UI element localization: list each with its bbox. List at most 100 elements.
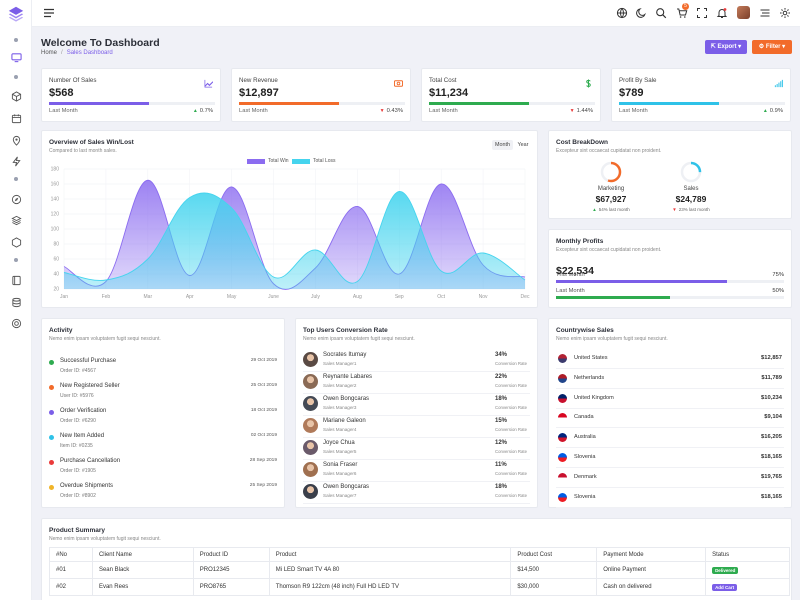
country-row[interactable]: United Kingdom $10,234	[556, 389, 784, 409]
filter-button[interactable]: ⚙ Filter ▾	[752, 40, 792, 54]
column-header[interactable]: #No	[49, 547, 93, 562]
user-row[interactable]: Reynante Labares Sales Manager2 22% Convers…	[303, 372, 530, 394]
user-role: Sales Manager5	[323, 449, 357, 454]
activity-dot	[49, 385, 54, 390]
profit-progress-fill	[556, 280, 727, 283]
cube-icon	[11, 90, 21, 102]
bell-icon[interactable]	[716, 7, 728, 19]
activity-item[interactable]: Overdue Shipments Order ID: #8902 25 Sep 2…	[49, 483, 277, 505]
fullscreen-icon[interactable]	[696, 7, 708, 19]
cost-change-value: 23% last month	[678, 207, 710, 212]
table-cell-no: #01	[49, 561, 93, 579]
breadcrumb: Home / Sales Dashboard	[41, 50, 113, 56]
country-row[interactable]: Netherlands $11,789	[556, 369, 784, 389]
avatar[interactable]	[737, 6, 750, 19]
column-header[interactable]: Client Name	[91, 547, 194, 562]
user-conversion-label: Conversion Rate	[495, 427, 528, 432]
legend-swatch	[292, 158, 310, 164]
globe-icon[interactable]	[616, 7, 628, 19]
column-header[interactable]: Payment Mode	[596, 547, 707, 562]
logo-icon[interactable]	[7, 5, 25, 23]
sidebar-item-calendar[interactable]	[10, 112, 22, 124]
country-row[interactable]: Denmark $19,765	[556, 468, 784, 488]
user-row[interactable]: Socrates Itumay Sales Manager1 34% Conversi…	[303, 350, 530, 372]
stat-change: ▲ 0.9%	[763, 108, 783, 114]
breadcrumb-home[interactable]: Home	[41, 50, 58, 56]
stat-change-value: 0.43%	[386, 108, 403, 114]
country-name: Slovenia	[574, 454, 596, 460]
status-badge: Add Cart	[712, 583, 738, 591]
x-tick-label: July	[311, 294, 320, 300]
table-cell-pid: PRO8765	[192, 578, 270, 596]
country-row[interactable]: Canada $9,104	[556, 408, 784, 429]
menu-icon[interactable]	[759, 7, 771, 19]
sidebar-item-box[interactable]	[10, 236, 22, 248]
sales-overview-card: Overview of Sales Win/Lost Compared to l…	[41, 130, 538, 308]
series-area-loss	[64, 191, 525, 289]
activity-item[interactable]: Successful Purchase Order ID: #4567 29 Oct…	[49, 358, 277, 380]
activity-item[interactable]: Purchase Cancellation Order ID: #1905 28 S…	[49, 458, 277, 480]
user-conversion-pct: 34%	[495, 352, 508, 358]
moon-icon[interactable]	[635, 7, 647, 19]
sidebar-item-layers[interactable]	[10, 214, 22, 226]
user-row[interactable]: Mariane Galeon Sales Manager4 15% Conversio…	[303, 416, 530, 438]
stat-progress-track	[239, 102, 405, 105]
country-sales: $11,789	[761, 374, 782, 381]
activity-item[interactable]: New Item Added Item ID: #0235 02 Oct 2019	[49, 433, 277, 455]
sidebar-item-book[interactable]	[10, 274, 22, 286]
column-header[interactable]: Product Cost	[510, 547, 598, 562]
activity-id: Item ID: #0235	[60, 443, 93, 449]
user-conversion-pct: 12%	[495, 440, 508, 446]
hamburger-menu-icon[interactable]	[44, 8, 54, 18]
gear-icon[interactable]	[779, 7, 791, 19]
sidebar-item-maps[interactable]	[10, 134, 22, 146]
activity-date: 29 Oct 2019	[250, 358, 277, 363]
country-row[interactable]: Australia $16,205	[556, 428, 784, 449]
toggle-year[interactable]: Year	[517, 142, 529, 148]
cost-breakdown-subtitle: Excepteur sint occaecat cupidatat non pr…	[556, 148, 662, 154]
legend-item-win[interactable]: Total Win	[247, 158, 289, 164]
sidebar-item-support[interactable]	[10, 317, 22, 329]
activity-item[interactable]: New Registered Seller User ID: #5976 25 Oc…	[49, 383, 277, 405]
series-line-loss	[63, 191, 526, 284]
table-cell-status: Add Cart	[705, 578, 790, 596]
cart-icon[interactable]	[676, 7, 688, 19]
export-button[interactable]: ⇱ Export ▾	[705, 40, 747, 54]
status-badge: Delivered	[712, 566, 739, 574]
x-tick-label: June	[268, 294, 279, 300]
sales-chart-title: Overview of Sales Win/Lost	[49, 139, 134, 146]
country-name: Denmark	[574, 473, 597, 480]
table-row[interactable]: #02 Evan Rees PRO8765 Thomson R9 122cm (48 …	[49, 578, 790, 596]
user-row[interactable]: Sonia Fraser Sales Manager6 11% Conversion …	[303, 460, 530, 482]
country-row[interactable]: United States $12,857	[556, 349, 784, 369]
monthly-profits-value: $22,534	[556, 265, 594, 277]
user-row[interactable]: Joyce Chua Sales Manager5 12% Conversion Ra…	[303, 438, 530, 460]
user-avatar	[303, 396, 318, 411]
user-row[interactable]: Owen Bongcaras Sales Manager7 18% Conversio…	[303, 482, 530, 504]
activity-date: 28 Sep 2019	[249, 458, 277, 463]
column-header[interactable]: Status	[705, 547, 790, 562]
legend-item-loss[interactable]: Total Loss	[292, 158, 336, 164]
user-name: Reynante Labares	[323, 374, 373, 380]
activity-dot	[49, 360, 54, 365]
table-row[interactable]: #01 Sean Black PRO12345 Mi LED Smart TV 4A …	[49, 561, 790, 579]
search-icon[interactable]	[655, 7, 667, 19]
sidebar-item-widgets[interactable]	[10, 155, 22, 167]
sidebar-item-apps[interactable]	[10, 90, 22, 102]
y-tick-label: 60	[53, 257, 59, 263]
country-row[interactable]: Slovenia $18,165	[556, 488, 784, 508]
sidebar-item-explore[interactable]	[10, 193, 22, 205]
column-header[interactable]: Product	[268, 547, 512, 562]
table-cell-client: Sean Black	[91, 561, 194, 579]
country-name: Canada	[574, 414, 594, 421]
toggle-month[interactable]: Month	[492, 140, 513, 150]
sidebar-item-database[interactable]	[10, 296, 22, 308]
column-header[interactable]: Product ID	[192, 547, 270, 562]
user-row[interactable]: Owen Bongcaras Sales Manager3 18% Conversio…	[303, 394, 530, 416]
table-cell-product: Mi LED Smart TV 4A 80	[268, 561, 512, 579]
sidebar-item-dashboard[interactable]	[10, 51, 22, 63]
country-row[interactable]: Slovenia $18,165	[556, 448, 784, 468]
user-name: Owen Bongcaras	[323, 484, 370, 490]
cost-label: Sales	[683, 186, 699, 192]
activity-item[interactable]: Order Verification Order ID: #6290 18 Oct …	[49, 408, 277, 430]
